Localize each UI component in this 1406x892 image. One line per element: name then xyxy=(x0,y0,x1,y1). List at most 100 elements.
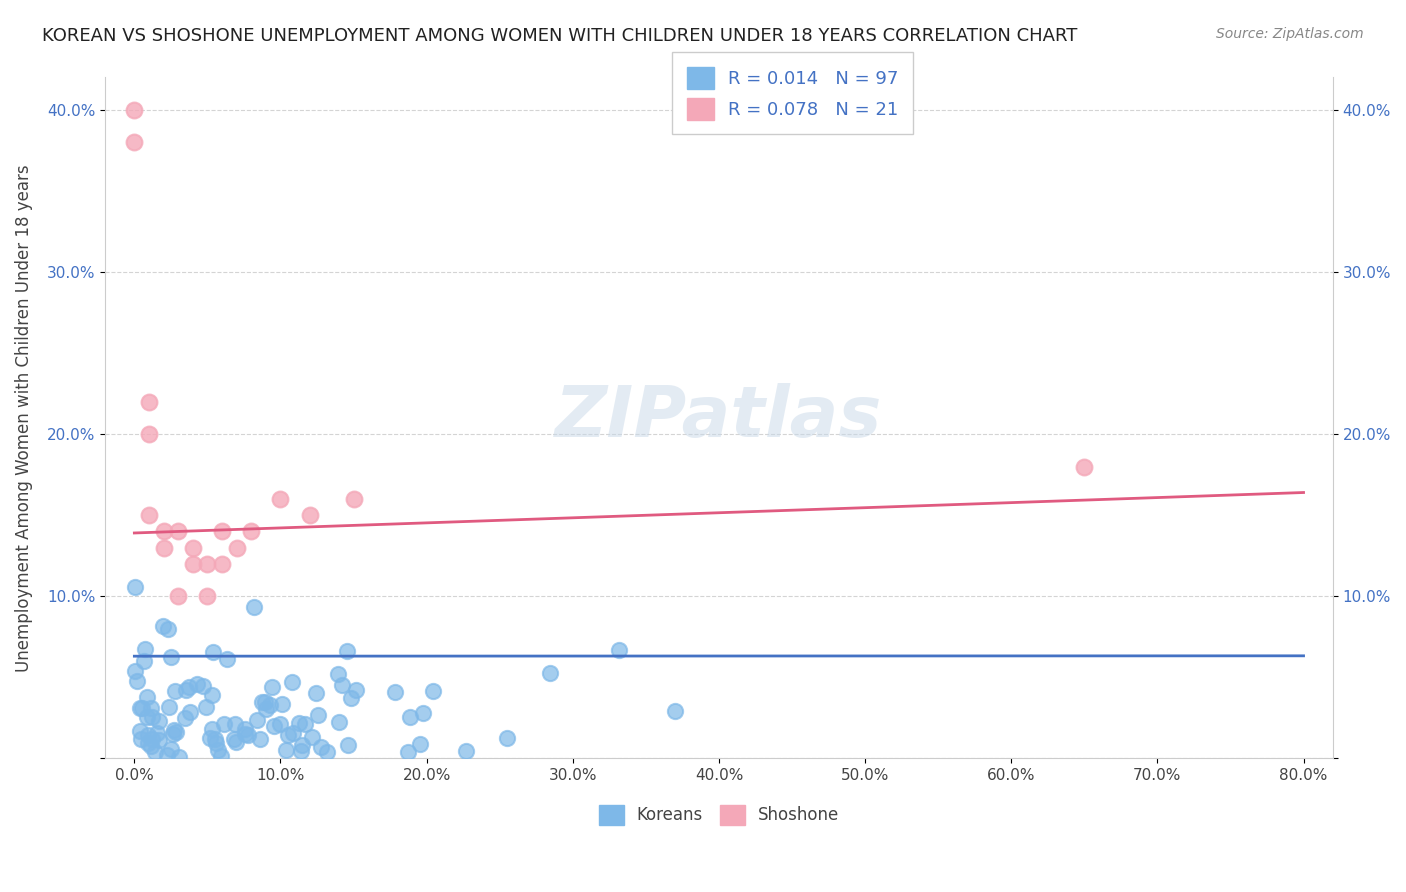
Point xyxy=(342,491,364,506)
Point xyxy=(148,714,170,728)
Point xyxy=(197,589,219,603)
Point xyxy=(301,731,323,745)
Point xyxy=(396,745,419,759)
Point xyxy=(281,674,304,689)
Point xyxy=(165,725,187,739)
Point xyxy=(146,726,169,740)
Point xyxy=(254,695,277,709)
Point xyxy=(249,731,271,746)
Point xyxy=(538,665,561,680)
Point xyxy=(124,103,146,117)
Point xyxy=(242,600,264,615)
Point xyxy=(141,710,163,724)
Point xyxy=(129,732,152,747)
Point xyxy=(160,742,183,756)
Point xyxy=(330,678,353,692)
Point xyxy=(132,654,155,668)
Point xyxy=(136,728,159,742)
Point xyxy=(233,726,256,740)
Point xyxy=(290,744,312,758)
Point xyxy=(269,491,291,506)
Point xyxy=(139,700,162,714)
Point xyxy=(238,728,260,742)
Point xyxy=(179,706,201,720)
Point xyxy=(152,524,174,539)
Point xyxy=(181,541,204,555)
Point xyxy=(139,739,162,753)
Point xyxy=(138,427,160,442)
Point xyxy=(201,644,224,658)
Point xyxy=(607,642,630,657)
Point xyxy=(269,717,291,731)
Point xyxy=(207,743,229,757)
Point xyxy=(254,701,277,715)
Point xyxy=(495,731,517,746)
Point xyxy=(225,735,247,749)
Point xyxy=(156,748,179,763)
Point xyxy=(177,680,200,694)
Point xyxy=(124,136,146,150)
Point xyxy=(156,623,179,637)
Point xyxy=(422,684,444,698)
Point xyxy=(263,719,285,733)
Point xyxy=(174,711,197,725)
Point xyxy=(195,700,218,714)
Point xyxy=(152,541,174,555)
Point xyxy=(197,557,219,571)
Point xyxy=(277,728,299,742)
Point xyxy=(1073,459,1095,474)
Point xyxy=(124,665,146,679)
Point xyxy=(165,684,187,698)
Point xyxy=(212,716,235,731)
Point xyxy=(309,740,332,755)
Point xyxy=(307,708,329,723)
Point xyxy=(125,673,148,688)
Point xyxy=(138,736,160,750)
Point xyxy=(211,557,233,571)
Point xyxy=(409,737,432,751)
Text: ZIPatlas: ZIPatlas xyxy=(555,384,883,452)
Point xyxy=(259,698,281,712)
Point xyxy=(298,508,321,523)
Point xyxy=(340,691,363,706)
Point xyxy=(136,710,159,724)
Point xyxy=(129,700,152,714)
Point xyxy=(260,680,283,694)
Point xyxy=(201,723,224,737)
Point xyxy=(664,705,686,719)
Point xyxy=(135,690,157,704)
Point xyxy=(167,589,190,603)
Point xyxy=(336,738,359,752)
Point xyxy=(211,524,233,539)
Point xyxy=(294,717,316,731)
Point xyxy=(152,618,174,632)
Point xyxy=(148,732,170,747)
Point xyxy=(143,745,166,759)
Point xyxy=(204,737,226,751)
Point xyxy=(328,667,350,681)
Point xyxy=(131,701,153,715)
Point xyxy=(456,744,478,758)
Point xyxy=(291,739,314,753)
Point xyxy=(398,710,420,724)
Point xyxy=(412,706,434,720)
Point xyxy=(157,700,180,714)
Point xyxy=(163,723,186,738)
Point xyxy=(134,642,156,657)
Point xyxy=(124,580,146,594)
Point xyxy=(271,698,294,712)
Point xyxy=(240,524,263,539)
Point xyxy=(281,726,304,740)
Point xyxy=(186,677,208,691)
Point xyxy=(201,688,224,702)
Point xyxy=(209,749,232,764)
Point xyxy=(276,743,298,757)
Y-axis label: Unemployment Among Women with Children Under 18 years: Unemployment Among Women with Children U… xyxy=(15,164,32,672)
Point xyxy=(198,731,221,745)
Point xyxy=(141,732,163,747)
Point xyxy=(305,686,328,700)
Point xyxy=(384,685,406,699)
Text: Source: ZipAtlas.com: Source: ZipAtlas.com xyxy=(1216,27,1364,41)
Point xyxy=(174,682,197,697)
Point xyxy=(167,749,190,764)
